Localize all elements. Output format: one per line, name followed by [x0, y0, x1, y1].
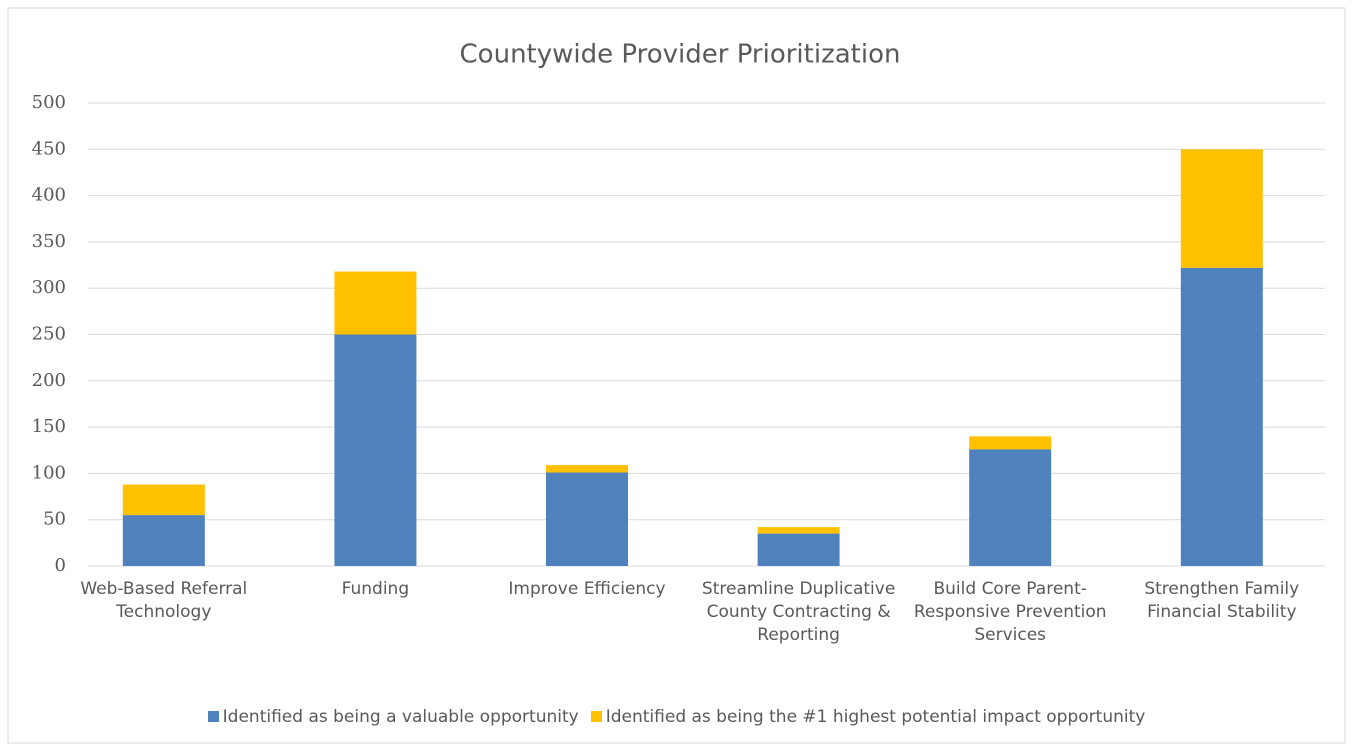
y-tick-label: 200	[32, 370, 66, 391]
bar-segment	[969, 449, 1052, 566]
bar-segment	[334, 334, 417, 566]
legend-swatch	[207, 711, 219, 722]
x-tick-label: Strengthen Family Financial Stability	[1144, 579, 1300, 622]
bar-segment	[334, 271, 417, 335]
y-tick-label: 100	[32, 462, 66, 483]
bar-segment	[757, 527, 840, 534]
bar-segment	[546, 472, 628, 566]
y-tick-label: 150	[32, 416, 66, 437]
legend-item: Identified as being the #1 highest poten…	[590, 707, 1146, 727]
bar-segment	[1180, 149, 1263, 268]
y-tick-label: 500	[32, 92, 66, 113]
y-tick-label: 450	[32, 138, 66, 159]
y-tick-label: 0	[55, 555, 66, 576]
legend-item: Identified as being a valuable opportuni…	[207, 707, 579, 727]
x-tick-label: Streamline Duplicative County Contractin…	[701, 579, 896, 645]
bar-segment	[546, 465, 628, 473]
legend-label: Identified as being the #1 highest poten…	[605, 707, 1146, 727]
legend-label: Identified as being a valuable opportuni…	[222, 707, 579, 727]
y-tick-label: 50	[43, 509, 66, 530]
legend: Identified as being a valuable opportuni…	[0, 707, 1353, 727]
y-tick-label: 300	[32, 277, 66, 298]
y-tick-label: 250	[32, 324, 66, 345]
bar-segment	[1180, 267, 1263, 566]
bar-segment	[122, 484, 205, 516]
y-tick-label: 400	[32, 185, 66, 206]
legend-swatch	[590, 711, 602, 722]
bar-segment	[122, 515, 205, 566]
chart-border	[7, 7, 1346, 744]
bar-segment	[757, 533, 840, 566]
x-tick-label: Funding	[341, 579, 410, 599]
y-tick-label: 350	[32, 231, 66, 252]
x-tick-label: Web-Based Referral Technology	[80, 579, 248, 622]
bar-segment	[969, 436, 1052, 450]
x-tick-label: Improve Efficiency	[508, 579, 666, 599]
x-tick-label: Build Core Parent-Responsive Prevention …	[913, 579, 1107, 645]
chart-title: Countywide Provider Prioritization	[460, 40, 901, 70]
